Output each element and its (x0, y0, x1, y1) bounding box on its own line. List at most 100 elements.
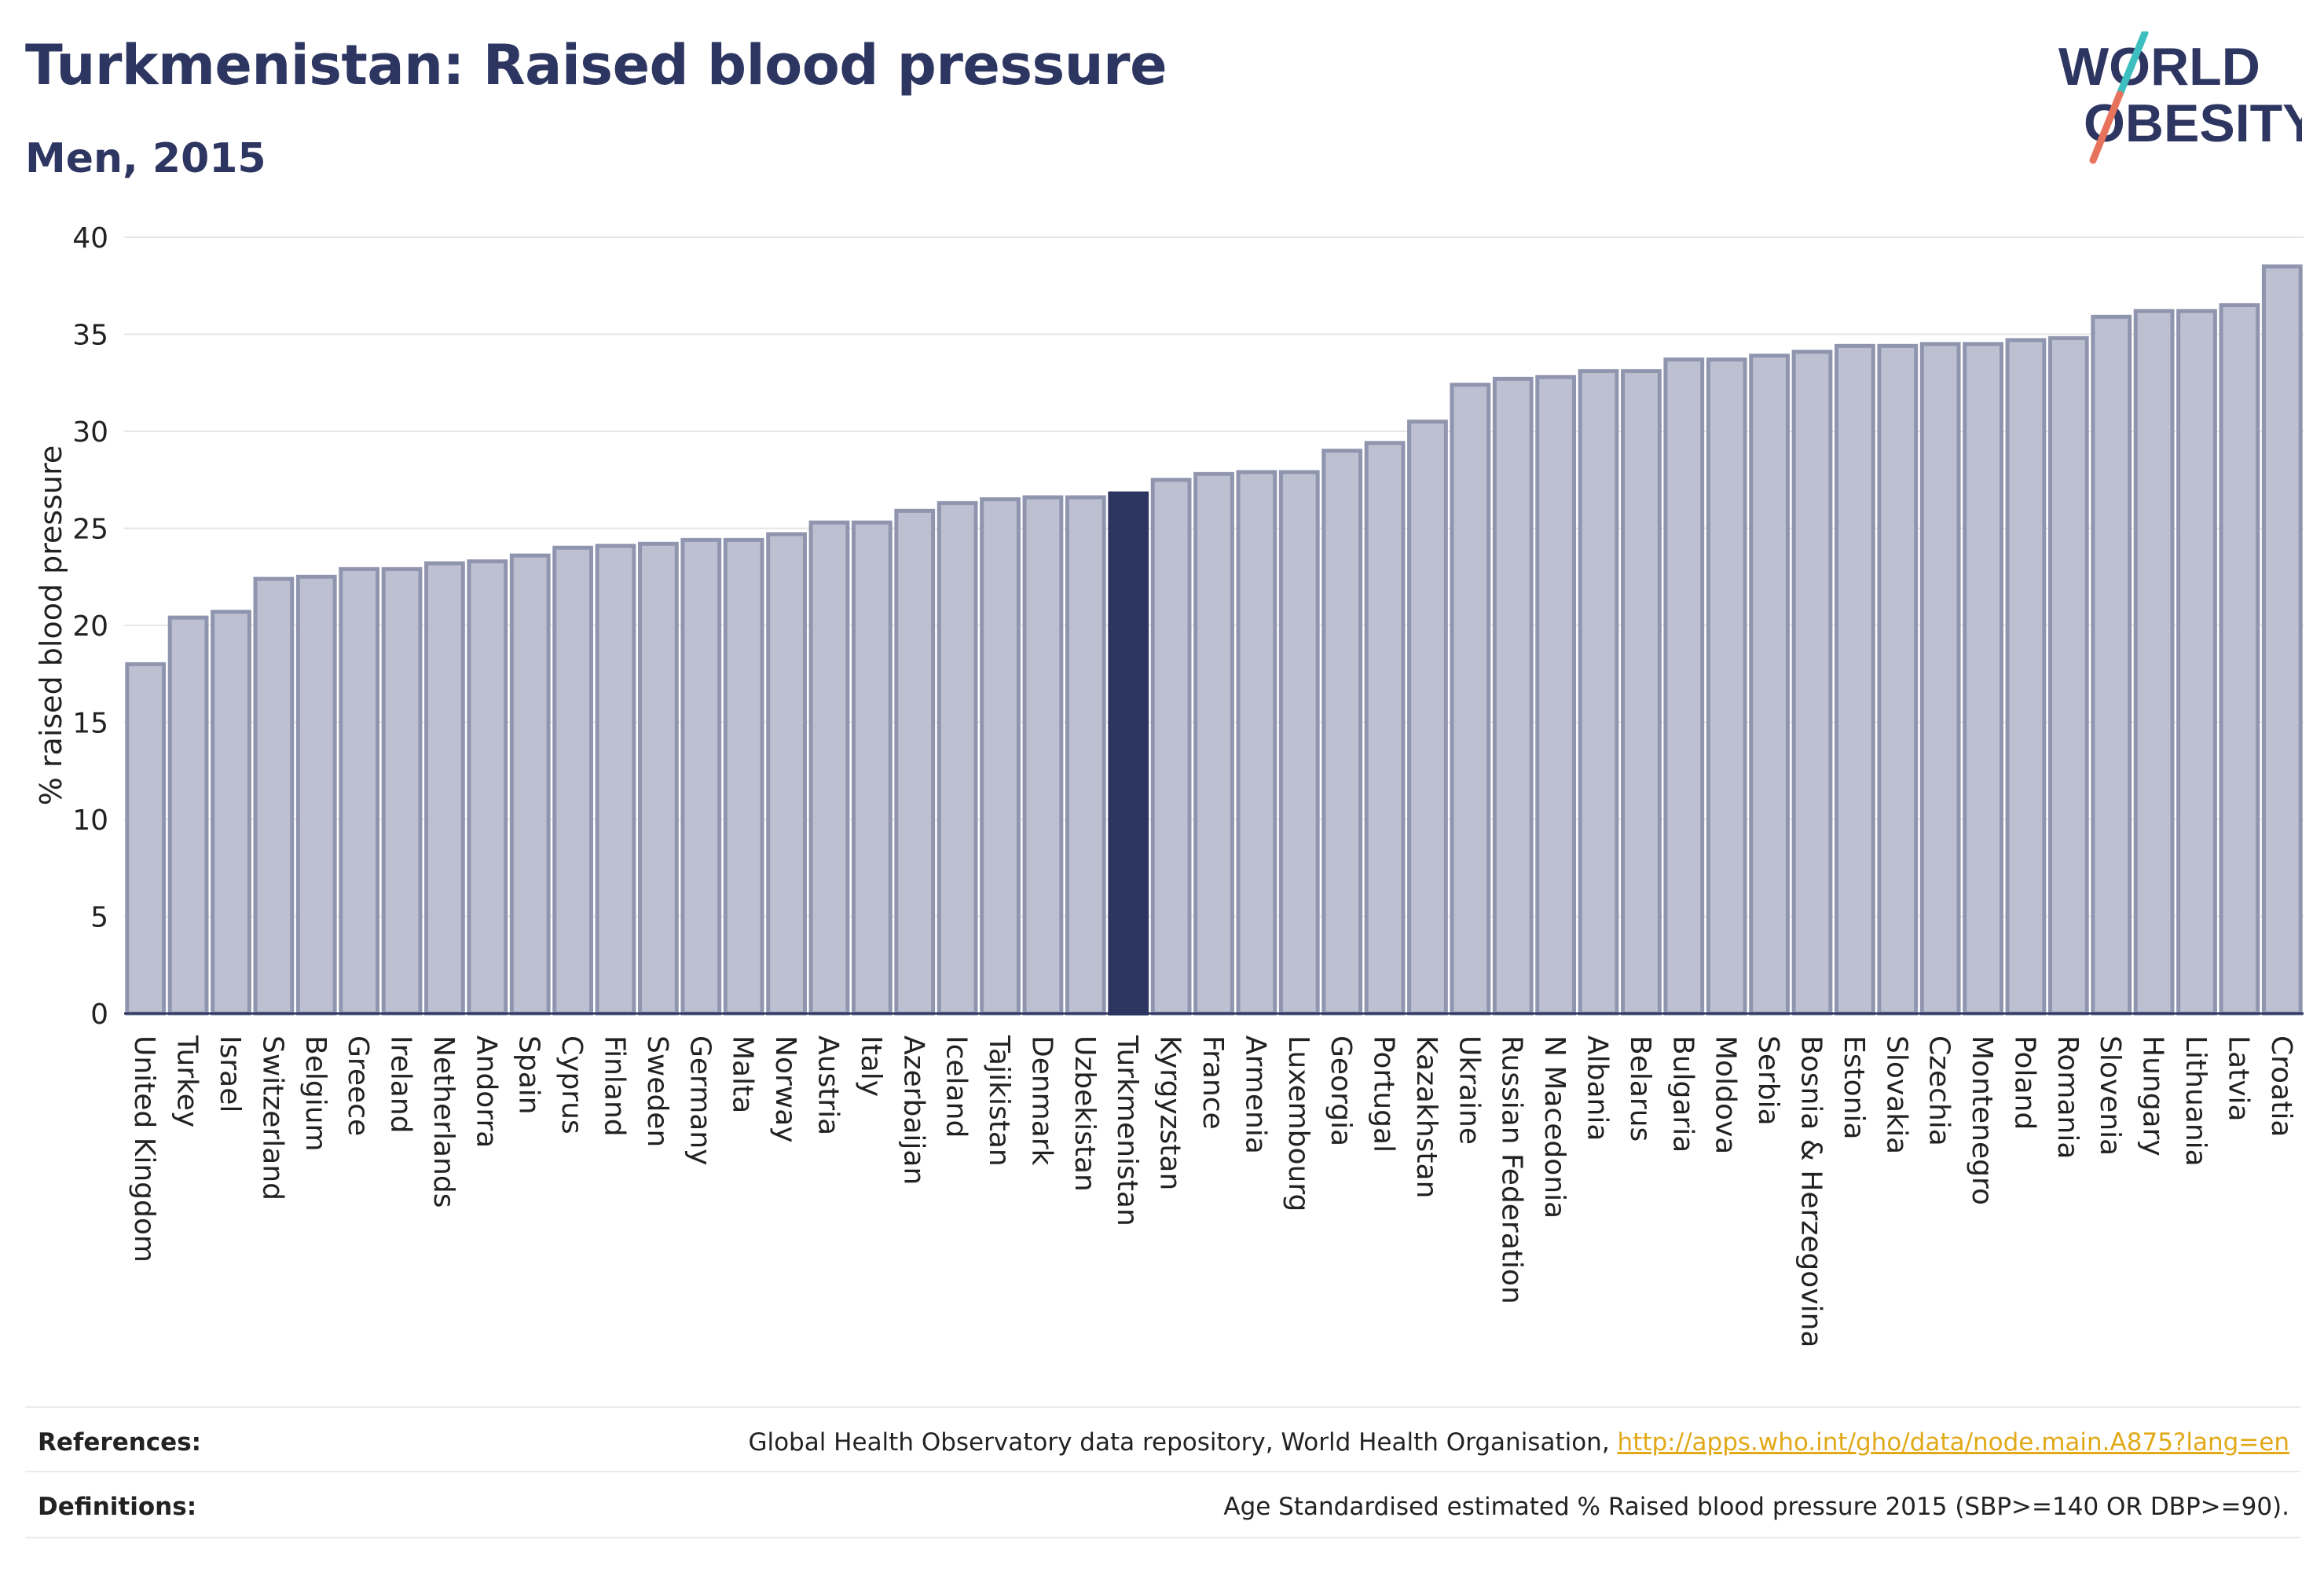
bar (1791, 350, 1833, 1016)
bar (2219, 302, 2260, 1016)
bar (937, 500, 978, 1016)
bar (1407, 420, 1448, 1016)
x-tick-label: Slovenia (2094, 1035, 2126, 1156)
y-axis-label: % raised blood pressure (34, 445, 68, 806)
x-tick-label: Ukraine (1453, 1035, 1485, 1145)
bar (851, 520, 893, 1016)
bar (2091, 314, 2132, 1016)
bars (125, 264, 2303, 1016)
x-tick-label: United Kingdom (128, 1035, 160, 1263)
x-tick-label: Netherlands (427, 1035, 460, 1208)
references-link[interactable]: http://apps.who.int/gho/data/node.main.A… (1617, 1428, 2289, 1457)
x-tick-label: Andorra (470, 1035, 502, 1148)
bar (1236, 470, 1277, 1016)
bar (723, 537, 764, 1016)
x-tick-label: Montenegro (1966, 1035, 1998, 1205)
x-tick-label: Denmark (1025, 1035, 1058, 1166)
definitions-value: Age Standardised estimated % Raised bloo… (1223, 1493, 2289, 1521)
bar (295, 574, 337, 1016)
bar (1065, 495, 1106, 1016)
bar (1706, 357, 1747, 1016)
x-tick-label: Hungary (2137, 1035, 2169, 1156)
x-tick-label: Norway (769, 1035, 801, 1143)
x-tick-label: Serbia (1752, 1035, 1784, 1126)
bar (552, 545, 594, 1016)
x-tick-label: Belgium (299, 1035, 332, 1152)
x-tick-label: Finland (599, 1035, 631, 1137)
x-tick-label: Kyrgyzstan (1154, 1035, 1186, 1190)
x-tick-label: Latvia (2222, 1035, 2254, 1122)
bar (1834, 343, 1875, 1016)
bar (1364, 441, 1406, 1016)
y-axis-ticks: 0 5 10 15 20 25 30 35 40 (72, 222, 108, 1031)
x-tick-label: Portugal (1368, 1035, 1400, 1153)
x-tick-label: Turkmenistan (1111, 1035, 1143, 1226)
y-tick-label: 10 (72, 804, 108, 837)
bar (253, 577, 295, 1016)
x-tick-label: Luxembourg (1282, 1035, 1314, 1211)
x-tick-label: Moldova (1710, 1035, 1742, 1154)
bar-chart: 0 5 10 15 20 25 30 35 40 United Kingdom Turkey Isr… (34, 222, 2304, 1347)
x-tick-label: N Macedonia (1538, 1035, 1571, 1219)
world-obesity-logo: WORLD OBESITY (2058, 31, 2302, 164)
x-tick-label: Azerbaijan (897, 1035, 929, 1185)
bar (2047, 335, 2089, 1016)
bar (424, 561, 465, 1016)
references-text: Global Health Observatory data repositor… (748, 1428, 1618, 1457)
bar (595, 544, 636, 1016)
bar (1663, 357, 1705, 1016)
bar (1621, 368, 1662, 1016)
definitions-row: Definitions: Age Standardised estimated … (25, 1471, 2300, 1538)
bar (211, 610, 251, 1016)
x-tick-label: Bosnia & Herzegovina (1794, 1035, 1827, 1347)
x-tick-label: France (1197, 1035, 1229, 1130)
x-tick-label: Spain (513, 1035, 545, 1115)
bar (638, 541, 679, 1016)
x-tick-label: Armenia (1239, 1035, 1271, 1154)
x-tick-label: Tajikistan (983, 1035, 1015, 1167)
x-tick-label: Czechia (1923, 1035, 1956, 1146)
bar (1919, 342, 1961, 1016)
bar (1108, 491, 1149, 1016)
x-tick-label: Slovakia (1880, 1035, 1912, 1154)
bar (381, 566, 423, 1016)
bar (2133, 309, 2175, 1016)
bar (680, 537, 722, 1016)
bar (2005, 338, 2047, 1016)
bar (467, 559, 508, 1016)
y-tick-label: 30 (72, 416, 108, 449)
bar (339, 566, 380, 1016)
bar (2261, 264, 2303, 1016)
x-tick-label: Sweden (641, 1035, 673, 1147)
bar (766, 532, 807, 1016)
bar (1535, 375, 1577, 1016)
bar (808, 520, 850, 1016)
bar (1578, 368, 1619, 1016)
x-tick-label: Uzbekistan (1069, 1035, 1101, 1192)
x-tick-label: Greece (342, 1035, 374, 1136)
y-tick-label: 15 (72, 708, 108, 740)
x-tick-label: Kazakhstan (1410, 1035, 1442, 1198)
x-tick-label: Israel (214, 1035, 246, 1112)
bar (1492, 376, 1534, 1016)
bar (1321, 449, 1363, 1016)
svg-text:WORLD: WORLD (2058, 37, 2260, 97)
x-tick-label: Ireland (385, 1035, 417, 1134)
references-row: References: Global Health Observatory da… (25, 1406, 2300, 1472)
x-tick-label: Lithuania (2179, 1035, 2212, 1167)
svg-text:OBESITY: OBESITY (2084, 93, 2302, 153)
x-tick-label: Malta (727, 1035, 759, 1113)
bar (894, 508, 936, 1016)
y-tick-label: 25 (72, 514, 108, 546)
x-tick-label: Georgia (1325, 1035, 1357, 1146)
bar (125, 662, 167, 1016)
x-tick-label: Cyprus (555, 1035, 588, 1134)
bar (167, 615, 209, 1016)
x-tick-label: Iceland (940, 1035, 973, 1138)
x-tick-label: Albania (1582, 1035, 1614, 1141)
x-tick-label: Russian Federation (1496, 1035, 1528, 1304)
x-tick-label: Croatia (2265, 1035, 2297, 1137)
x-tick-label: Germany (684, 1035, 716, 1165)
references-value: Global Health Observatory data repositor… (748, 1428, 2289, 1457)
bar (1193, 471, 1234, 1016)
